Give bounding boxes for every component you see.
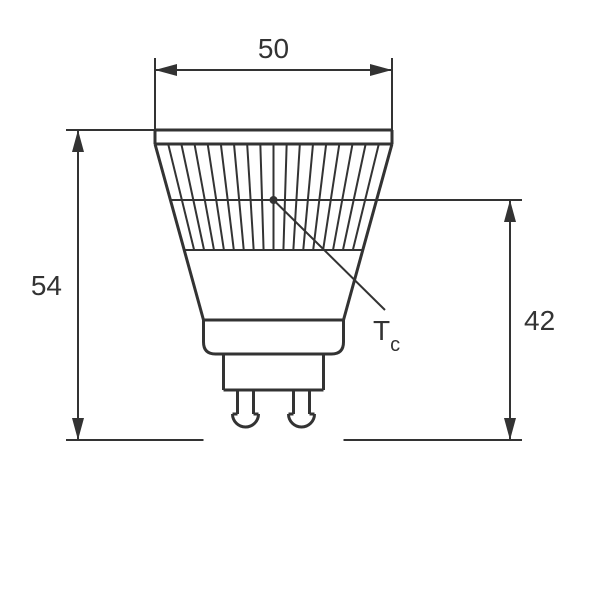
dim-width-value: 50 <box>258 33 289 64</box>
tc-leader <box>274 200 386 310</box>
bulb-outline <box>155 130 392 427</box>
bulb-dimension-diagram: Tc 50 54 42 <box>0 0 600 600</box>
dim-height-value: 54 <box>31 270 62 301</box>
tc-label: Tc <box>373 315 400 356</box>
dim-right-value: 42 <box>524 305 555 336</box>
